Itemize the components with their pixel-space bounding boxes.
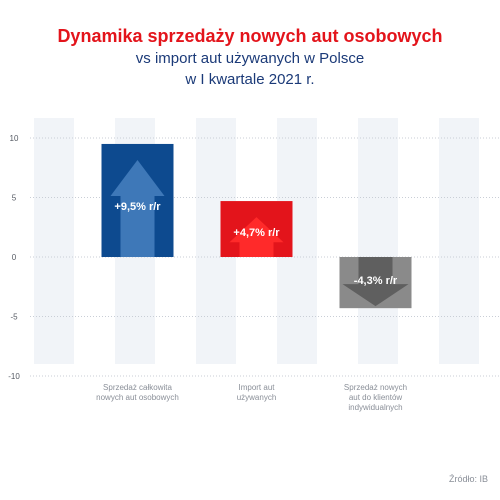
- chart-title: Dynamika sprzedaży nowych aut osobowych: [57, 26, 443, 46]
- chart-title-block: Dynamika sprzedaży nowych aut osobowych …: [0, 24, 500, 90]
- data-label-2: -4,3% r/r: [354, 275, 398, 287]
- category-label-2-1: aut do klientów: [349, 393, 403, 402]
- category-label-1-0: Import aut: [238, 383, 275, 392]
- category-label-2-0: Sprzedaż nowych: [344, 383, 407, 392]
- y-tick-label-0: 0: [12, 253, 17, 262]
- background-stripe-4: [358, 118, 398, 364]
- background-stripe-0: [34, 118, 74, 364]
- data-label-1: +4,7% r/r: [233, 227, 280, 239]
- y-tick-label--5: -5: [10, 313, 18, 322]
- y-tick-label-5: 5: [12, 194, 17, 203]
- category-label-2-2: indywidualnych: [348, 403, 402, 412]
- category-label-0-0: Sprzedaż całkowita: [103, 383, 172, 392]
- bar-arrow-0: [110, 159, 165, 257]
- chart-subtitle-line-1: vs import aut używanych w Polsce: [135, 50, 365, 67]
- category-label-0-1: nowych aut osobowych: [96, 393, 179, 402]
- chart-subtitle-line-2: w I kwartale 2021 r.: [185, 71, 315, 88]
- background-stripe-5: [439, 118, 479, 364]
- category-label-1-1: używanych: [237, 393, 277, 402]
- bar-arrow-2: [342, 257, 409, 307]
- data-label-0: +9,5% r/r: [114, 201, 161, 213]
- bar-arrow-1: [229, 217, 284, 257]
- y-tick-label--10: -10: [8, 372, 20, 381]
- y-tick-label-10: 10: [10, 134, 19, 143]
- source-note: Źródło: IB: [448, 474, 488, 484]
